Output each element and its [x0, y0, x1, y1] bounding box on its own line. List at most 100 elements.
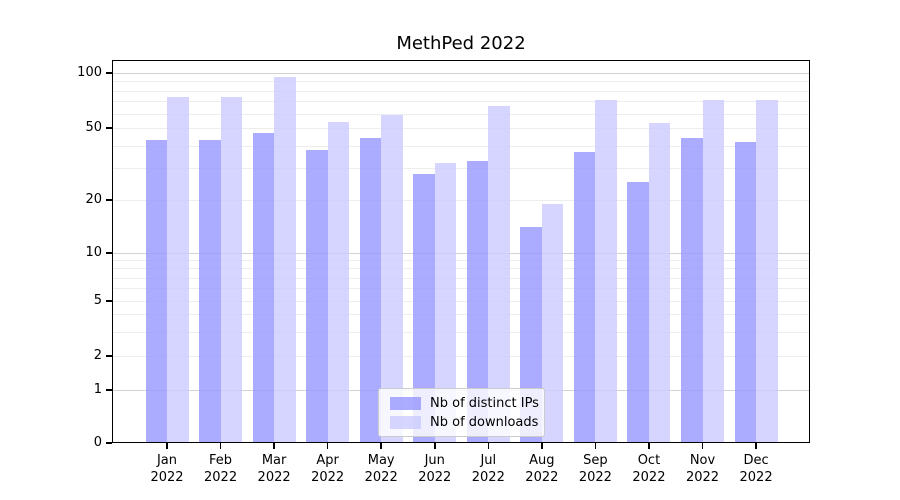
- legend-swatch: [390, 397, 421, 410]
- x-tick-month: Jun: [424, 453, 445, 468]
- x-tick-year: 2022: [311, 470, 345, 485]
- x-tick-label: Mar 2022: [246, 452, 302, 486]
- x-tick-year: 2022: [632, 470, 666, 485]
- bar-nb-of-downloads-nov: [702, 100, 724, 443]
- y-tick-label: 10: [85, 245, 102, 260]
- x-tick-month: Aug: [529, 453, 555, 468]
- bar-nb-of-distinct-ips-jan: [145, 139, 167, 443]
- x-tick-mark: [434, 443, 436, 449]
- bar-nb-of-downloads-oct: [648, 123, 671, 443]
- gridline-minor: [112, 268, 810, 270]
- x-tick-mark: [166, 443, 168, 449]
- gridline-minor: [112, 101, 810, 103]
- gridline-minor: [112, 288, 810, 290]
- x-tick-label: Dec 2022: [728, 452, 784, 486]
- gridline-minor: [112, 301, 810, 302]
- plot-area: [112, 60, 810, 443]
- x-tick-mark: [541, 443, 543, 449]
- x-tick-mark: [380, 443, 382, 449]
- x-tick-month: Oct: [637, 453, 661, 468]
- y-tick-label: 0: [93, 435, 102, 450]
- x-tick-month: Jul: [480, 453, 497, 468]
- x-tick-year: 2022: [471, 470, 505, 485]
- y-tick-label: 100: [77, 65, 102, 80]
- legend: Nb of distinct IPs Nb of downloads: [378, 388, 545, 437]
- x-tick-mark: [755, 443, 757, 449]
- y-tick-label: 2: [93, 348, 102, 363]
- gridline-minor: [112, 145, 810, 147]
- gridline-major: [112, 73, 810, 74]
- bar-nb-of-distinct-ips-jul: [466, 160, 489, 443]
- x-tick-label: Oct 2022: [621, 452, 677, 486]
- y-tick-mark: [106, 199, 112, 201]
- legend-swatch: [390, 416, 421, 429]
- y-tick-mark: [106, 442, 112, 444]
- bar-nb-of-distinct-ips-nov: [681, 138, 703, 443]
- gridline-minor: [112, 260, 810, 262]
- gridline-minor: [112, 314, 810, 316]
- y-tick-mark: [106, 300, 112, 302]
- y-tick-mark: [106, 389, 112, 391]
- x-tick-year: 2022: [364, 470, 398, 485]
- x-tick-label: Jun 2022: [407, 452, 463, 486]
- bar-nb-of-downloads-jul: [488, 105, 510, 443]
- gridline-minor: [112, 113, 810, 115]
- bar-nb-of-downloads-feb: [220, 96, 243, 443]
- gridline-minor: [112, 90, 810, 92]
- x-tick-year: 2022: [739, 470, 773, 485]
- x-tick-label: May 2022: [353, 452, 409, 486]
- x-tick-year: 2022: [204, 470, 238, 485]
- gridline-major: [112, 253, 810, 254]
- x-tick-year: 2022: [418, 470, 452, 485]
- legend-label: Nb of distinct IPs: [430, 396, 539, 411]
- gridline-minor: [112, 277, 810, 279]
- gridline-minor: [112, 81, 810, 83]
- x-tick-label: Apr 2022: [300, 452, 356, 486]
- x-tick-month: Mar: [261, 453, 287, 468]
- bar-nb-of-distinct-ips-may: [359, 138, 382, 443]
- bar-nb-of-downloads-aug: [541, 203, 564, 443]
- x-tick-year: 2022: [578, 470, 612, 485]
- bar-nb-of-distinct-ips-oct: [627, 182, 649, 443]
- y-tick-label: 20: [85, 192, 102, 207]
- x-tick-label: Feb 2022: [193, 452, 249, 486]
- gridline-minor: [112, 331, 810, 333]
- x-tick-label: Nov 2022: [675, 452, 731, 486]
- y-tick-label: 50: [85, 120, 102, 135]
- bar-nb-of-downloads-dec: [756, 100, 778, 443]
- x-tick-label: Jul 2022: [460, 452, 516, 486]
- legend-label: Nb of downloads: [430, 415, 539, 430]
- bar-nb-of-distinct-ips-dec: [734, 141, 757, 443]
- gridline-minor: [112, 200, 810, 201]
- x-tick-month: May: [367, 453, 395, 468]
- y-tick-mark: [106, 355, 112, 357]
- gridline-minor: [112, 128, 810, 129]
- x-tick-mark: [487, 443, 490, 449]
- bar-nb-of-distinct-ips-feb: [199, 139, 221, 443]
- x-tick-month: Jan: [156, 453, 178, 468]
- x-tick-mark: [326, 443, 329, 449]
- x-tick-mark: [219, 443, 222, 449]
- x-tick-label: Sep 2022: [567, 452, 623, 486]
- bar-nb-of-distinct-ips-jun: [413, 173, 435, 443]
- bar-nb-of-downloads-sep: [595, 100, 617, 443]
- x-tick-year: 2022: [150, 470, 184, 485]
- gridline-minor: [112, 168, 810, 170]
- bar-nb-of-distinct-ips-mar: [252, 132, 275, 443]
- x-tick-mark: [273, 443, 275, 449]
- x-tick-year: 2022: [685, 470, 720, 485]
- legend-item: Nb of distinct IPs: [390, 395, 539, 412]
- chart-title: MethPed 2022: [396, 33, 526, 54]
- x-tick-label: Jan 2022: [139, 452, 195, 486]
- bar-nb-of-distinct-ips-sep: [573, 151, 596, 443]
- bar-nb-of-downloads-jun: [434, 163, 457, 443]
- x-tick-mark: [594, 443, 597, 449]
- bar-nb-of-downloads-mar: [274, 77, 296, 443]
- gridline-minor: [112, 356, 810, 357]
- x-tick-year: 2022: [525, 470, 559, 485]
- x-tick-month: Dec: [743, 453, 769, 468]
- bar-nb-of-downloads-may: [381, 114, 403, 443]
- legend-item: Nb of downloads: [390, 414, 539, 431]
- x-tick-month: Nov: [689, 453, 716, 468]
